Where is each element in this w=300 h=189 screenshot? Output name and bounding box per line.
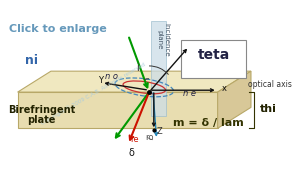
- Text: re: re: [130, 135, 139, 144]
- Polygon shape: [18, 92, 217, 128]
- Text: Incidence
plane: Incidence plane: [156, 23, 169, 57]
- Polygon shape: [151, 21, 166, 116]
- Text: ro: ro: [145, 133, 154, 142]
- Text: Y: Y: [98, 76, 103, 85]
- Text: teta: teta: [198, 48, 230, 62]
- Text: Copyright © 2009 C.A.B. All rights reserved: Copyright © 2009 C.A.B. All rights reser…: [40, 62, 147, 126]
- Text: optical axis: optical axis: [248, 80, 292, 89]
- Text: ni: ni: [26, 54, 38, 67]
- Text: plate: plate: [27, 115, 56, 125]
- Text: x: x: [221, 84, 226, 93]
- Polygon shape: [18, 71, 251, 92]
- Text: n o: n o: [105, 72, 118, 81]
- Text: m = δ / lam: m = δ / lam: [173, 118, 244, 128]
- Text: Click to enlarge: Click to enlarge: [9, 24, 106, 34]
- Text: δ: δ: [128, 148, 134, 158]
- Text: thi: thi: [260, 104, 276, 114]
- Polygon shape: [218, 71, 251, 128]
- Text: n e: n e: [183, 89, 196, 98]
- Polygon shape: [182, 40, 246, 78]
- Text: i: i: [136, 63, 139, 73]
- Text: Z: Z: [157, 127, 162, 136]
- Text: Birefringent: Birefringent: [8, 105, 75, 115]
